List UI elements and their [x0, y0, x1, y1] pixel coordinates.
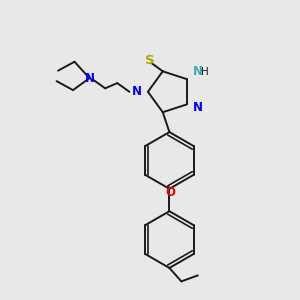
- Text: N: N: [132, 85, 142, 98]
- Text: O: O: [165, 186, 175, 199]
- Text: N: N: [193, 65, 203, 78]
- Text: N: N: [84, 72, 94, 85]
- Text: S: S: [145, 54, 154, 68]
- Text: N: N: [193, 101, 203, 114]
- Text: H: H: [201, 67, 209, 77]
